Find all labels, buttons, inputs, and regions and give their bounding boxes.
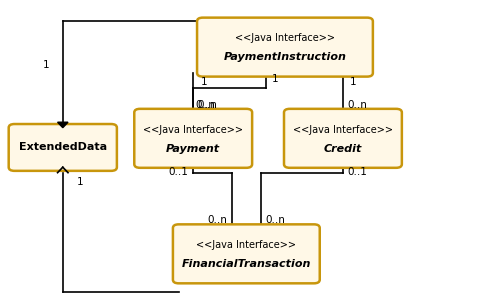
Text: <<Java Interface>>: <<Java Interface>> <box>196 240 297 250</box>
Text: 0..n: 0..n <box>207 216 227 225</box>
Text: 1: 1 <box>200 77 207 87</box>
FancyBboxPatch shape <box>134 109 252 168</box>
Text: 0..n: 0..n <box>195 100 215 110</box>
Text: 0..1: 0..1 <box>347 167 368 177</box>
Text: 0..1: 0..1 <box>169 167 189 177</box>
Text: 0..n: 0..n <box>198 100 218 110</box>
FancyBboxPatch shape <box>197 18 373 77</box>
FancyBboxPatch shape <box>9 124 117 171</box>
Text: PaymentInstruction: PaymentInstruction <box>224 53 346 62</box>
FancyBboxPatch shape <box>284 109 402 168</box>
Text: 0..n: 0..n <box>265 216 285 225</box>
Text: <<Java Interface>>: <<Java Interface>> <box>293 125 393 135</box>
Polygon shape <box>57 122 68 128</box>
Text: 1: 1 <box>43 60 49 70</box>
Text: 1: 1 <box>272 74 279 84</box>
Text: 1: 1 <box>350 77 357 87</box>
Text: <<Java Interface>>: <<Java Interface>> <box>235 33 335 43</box>
Text: 1: 1 <box>76 178 83 187</box>
Text: FinancialTransaction: FinancialTransaction <box>182 259 311 269</box>
Text: Payment: Payment <box>166 144 220 154</box>
FancyBboxPatch shape <box>173 224 320 283</box>
Text: Credit: Credit <box>324 144 362 154</box>
Text: <<Java Interface>>: <<Java Interface>> <box>143 125 243 135</box>
Text: ExtendedData: ExtendedData <box>19 143 107 152</box>
Text: 0..n: 0..n <box>347 100 368 110</box>
